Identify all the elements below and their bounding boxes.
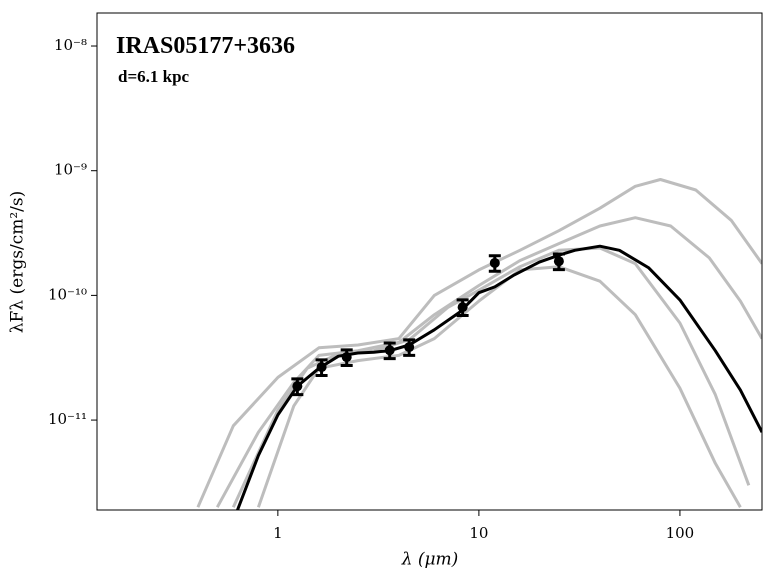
y-axis-label: λFλ (ergs/cm²/s) [8,191,28,333]
data-point [316,362,327,373]
data-point [553,256,564,267]
y-tick-label: 10⁻⁹ [54,161,87,179]
x-tick-label: 100 [666,524,695,542]
subtitle: d=6.1 kpc [118,67,190,86]
data-point [404,342,415,353]
data-point [489,257,500,268]
x-tick-label: 1 [273,524,283,542]
y-tick-label: 10⁻¹¹ [48,410,87,428]
x-axis-label: λ (μm) [401,550,459,570]
data-point [457,302,468,313]
y-tick-label: 10⁻⁸ [54,36,87,54]
frame [96,12,763,511]
data-point [292,381,303,392]
x-tick-label: 10 [469,524,488,542]
plot-area [196,178,762,510]
data-point [384,345,395,356]
chart-title: IRAS05177+3636 [116,33,295,59]
data-point [341,352,352,363]
model-curve [231,246,751,508]
model-curve [196,178,762,508]
y-tick-label: 10⁻¹⁰ [48,285,87,303]
